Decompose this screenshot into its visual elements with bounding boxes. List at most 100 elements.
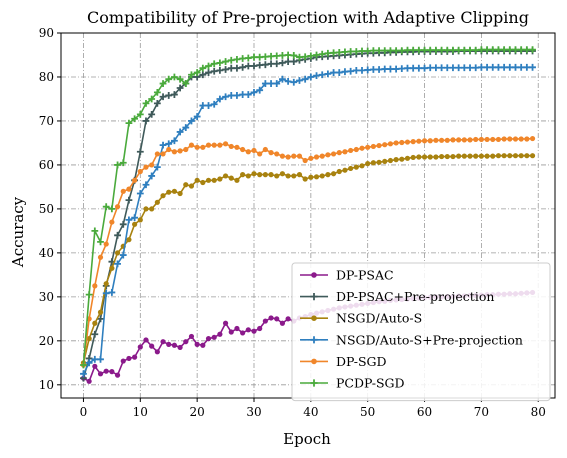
data-point — [398, 65, 406, 73]
data-point — [194, 144, 200, 150]
y-tick-label: 60 — [39, 158, 54, 172]
data-point — [262, 172, 268, 178]
data-point — [279, 52, 286, 59]
data-point — [228, 143, 234, 150]
data-point — [341, 68, 349, 76]
data-point — [500, 63, 508, 71]
legend-item: DP-PSAC+Pre-projection — [300, 289, 494, 304]
data-point — [217, 142, 223, 148]
data-point — [517, 46, 525, 54]
data-point — [160, 151, 166, 157]
data-point — [421, 64, 428, 72]
legend-item: PCDP-SGD — [300, 376, 405, 391]
data-point — [250, 88, 258, 96]
data-point — [97, 355, 104, 363]
data-point — [460, 64, 468, 72]
data-point — [227, 64, 235, 72]
data-point — [154, 199, 160, 205]
data-point — [473, 153, 479, 159]
data-point — [205, 336, 212, 342]
x-tick-label: 70 — [474, 405, 489, 419]
data-point — [364, 66, 372, 74]
data-point — [433, 154, 439, 160]
data-point — [205, 62, 212, 70]
data-point — [375, 66, 383, 73]
data-point — [211, 177, 217, 183]
series-2 — [80, 153, 536, 366]
data-point — [290, 78, 298, 86]
data-point — [404, 46, 411, 54]
data-point — [97, 238, 104, 246]
data-point — [194, 177, 200, 183]
legend-marker — [311, 315, 317, 322]
data-point — [126, 237, 132, 243]
data-point — [216, 95, 224, 103]
data-point — [120, 358, 126, 364]
data-point — [495, 153, 502, 159]
data-point — [449, 64, 457, 72]
data-point — [148, 172, 156, 180]
data-point — [353, 146, 359, 153]
data-point — [80, 370, 87, 378]
x-tick-label: 40 — [303, 405, 318, 419]
data-point — [301, 53, 309, 61]
data-point — [347, 48, 355, 55]
data-point — [341, 48, 349, 56]
data-point — [159, 93, 167, 101]
data-point — [102, 289, 110, 297]
data-point — [376, 142, 382, 149]
data-point — [392, 65, 400, 73]
data-point — [183, 146, 189, 153]
data-point — [273, 80, 281, 87]
data-point — [432, 46, 440, 54]
data-point — [244, 54, 252, 62]
data-point — [273, 60, 281, 68]
data-point — [268, 315, 274, 321]
data-point — [523, 46, 531, 54]
data-point — [296, 77, 303, 84]
data-point — [234, 325, 240, 332]
data-point — [132, 354, 138, 360]
legend: DP-PSAC DP-PSAC+Pre-projection NSGD/Auto-S… — [291, 262, 551, 402]
data-point — [210, 100, 218, 108]
data-point — [330, 171, 337, 177]
data-point — [136, 110, 144, 118]
data-point — [166, 189, 172, 195]
data-point — [392, 47, 400, 54]
data-point — [285, 173, 291, 179]
data-point — [506, 63, 514, 71]
data-point — [188, 117, 195, 125]
data-point — [290, 52, 298, 59]
x-tick-label: 0 — [80, 405, 88, 419]
data-point — [177, 344, 183, 351]
y-tick-label: 80 — [39, 70, 54, 84]
data-point — [227, 56, 235, 64]
data-point — [512, 63, 519, 71]
data-point — [427, 138, 433, 144]
data-point — [109, 369, 115, 375]
data-point — [483, 63, 491, 71]
data-point — [245, 327, 251, 333]
data-point — [518, 136, 524, 142]
data-point — [364, 47, 372, 55]
y-tick-label: 90 — [39, 26, 54, 40]
data-point — [239, 63, 247, 71]
data-point — [450, 137, 456, 143]
data-point — [267, 80, 275, 87]
data-point — [456, 137, 462, 143]
data-point — [387, 47, 394, 54]
data-point — [97, 315, 104, 323]
data-point — [149, 206, 155, 212]
data-point — [279, 75, 286, 83]
data-point — [132, 177, 138, 183]
data-point — [91, 330, 99, 338]
data-point — [460, 46, 468, 54]
data-point — [381, 65, 389, 73]
data-point — [529, 153, 536, 159]
data-point — [455, 64, 463, 72]
data-point — [137, 168, 143, 175]
data-point — [257, 172, 263, 178]
data-point — [136, 190, 144, 197]
x-tick-label: 50 — [360, 405, 375, 419]
